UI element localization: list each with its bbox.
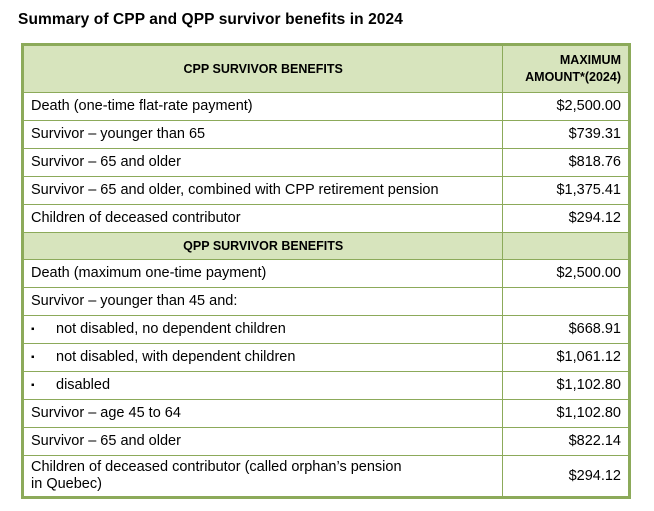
benefit-amount: $1,102.80 bbox=[502, 371, 630, 400]
benefit-amount bbox=[502, 287, 630, 316]
table-header-row: CPP SURVIVOR BENEFITS MAXIMUM AMOUNT*(20… bbox=[21, 44, 630, 93]
max-amount-header-line2: AMOUNT*(2024) bbox=[525, 70, 621, 84]
benefit-label-line2: in Quebec) bbox=[31, 476, 102, 492]
benefit-amount: $2,500.00 bbox=[502, 92, 630, 121]
benefit-amount: $1,061.12 bbox=[502, 343, 630, 372]
qpp-section-header: QPP SURVIVOR BENEFITS bbox=[21, 232, 504, 260]
table-row: ▪ disabled $1,102.80 bbox=[21, 371, 630, 400]
benefit-label: Survivor – 65 and older bbox=[21, 427, 504, 456]
benefit-amount: $818.76 bbox=[502, 148, 630, 177]
max-amount-header-line1: MAXIMUM bbox=[559, 53, 621, 67]
table-row: Survivor – younger than 65 $739.31 bbox=[21, 120, 630, 149]
table-row: Death (maximum one-time payment) $2,500.… bbox=[21, 259, 630, 288]
benefit-label: Survivor – 65 and older, combined with C… bbox=[21, 176, 504, 205]
table-row: Death (one-time flat-rate payment) $2,50… bbox=[21, 92, 630, 121]
benefit-label: Death (maximum one-time payment) bbox=[21, 259, 504, 288]
benefit-label: ▪ disabled bbox=[21, 371, 504, 400]
benefit-amount: $294.12 bbox=[502, 204, 630, 233]
benefit-amount: $2,500.00 bbox=[502, 259, 630, 288]
bullet-icon: ▪ bbox=[31, 352, 35, 363]
qpp-section-header-row: QPP SURVIVOR BENEFITS bbox=[21, 232, 630, 260]
benefit-label: Survivor – younger than 65 bbox=[21, 120, 504, 149]
cpp-section-header: CPP SURVIVOR BENEFITS bbox=[21, 44, 504, 93]
qpp-section-header-empty bbox=[502, 232, 630, 260]
benefit-amount: $1,102.80 bbox=[502, 399, 630, 428]
benefit-label-text: disabled bbox=[56, 377, 111, 393]
table-row: ▪ not disabled, no dependent children $66… bbox=[21, 315, 630, 344]
benefit-label: Children of deceased contributor (called… bbox=[21, 455, 504, 498]
benefit-label: Survivor – younger than 45 and: bbox=[21, 287, 504, 316]
table-row: Survivor – age 45 to 64 $1,102.80 bbox=[21, 399, 630, 428]
bullet-icon: ▪ bbox=[31, 324, 35, 335]
benefit-label: ▪ not disabled, with dependent children bbox=[21, 343, 504, 372]
table-row: Survivor – 65 and older, combined with C… bbox=[21, 176, 630, 205]
benefit-label: Survivor – 65 and older bbox=[21, 148, 504, 177]
benefit-label: Death (one-time flat-rate payment) bbox=[21, 92, 504, 121]
bullet-icon: ▪ bbox=[31, 380, 35, 391]
table-row: Children of deceased contributor (called… bbox=[21, 455, 630, 498]
table-row: ▪ not disabled, with dependent children $… bbox=[21, 343, 630, 372]
benefit-label: ▪ not disabled, no dependent children bbox=[21, 315, 504, 344]
page-title: Summary of CPP and QPP survivor benefits… bbox=[18, 11, 403, 28]
table-row: Survivor – 65 and older $818.76 bbox=[21, 148, 630, 177]
benefit-amount: $294.12 bbox=[502, 455, 630, 498]
benefit-amount: $1,375.41 bbox=[502, 176, 630, 205]
table-row: Survivor – 65 and older $822.14 bbox=[21, 427, 630, 456]
benefit-label: Survivor – age 45 to 64 bbox=[21, 399, 504, 428]
table-row: Children of deceased contributor $294.12 bbox=[21, 204, 630, 233]
benefit-label-line1: Children of deceased contributor (called… bbox=[31, 459, 402, 475]
benefit-amount: $668.91 bbox=[502, 315, 630, 344]
table-row: Survivor – younger than 45 and: bbox=[21, 287, 630, 316]
benefit-amount: $739.31 bbox=[502, 120, 630, 149]
survivor-benefits-table: CPP SURVIVOR BENEFITS MAXIMUM AMOUNT*(20… bbox=[21, 43, 631, 499]
benefit-label: Children of deceased contributor bbox=[21, 204, 504, 233]
benefit-label-text: not disabled, with dependent children bbox=[56, 349, 296, 365]
benefit-label-text: not disabled, no dependent children bbox=[56, 321, 286, 337]
max-amount-header: MAXIMUM AMOUNT*(2024) bbox=[502, 44, 630, 93]
benefit-amount: $822.14 bbox=[502, 427, 630, 456]
